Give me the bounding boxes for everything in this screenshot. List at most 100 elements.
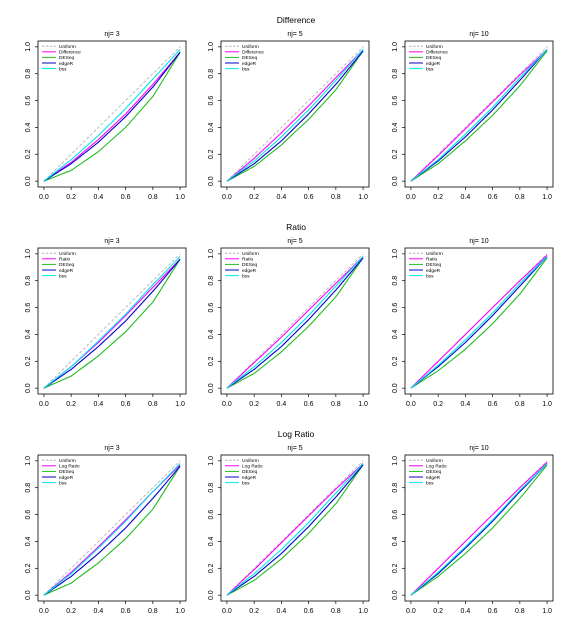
y-tick-label: 1.0 [392,249,399,259]
y-tick-label: 0.2 [208,563,215,573]
legend-label-ratio: Ratio [242,257,254,263]
legend-label-deseq: DESeq [426,262,442,268]
x-tick-label: 0.0 [222,608,232,615]
y-tick-label: 0.4 [208,536,215,546]
series-line-deseq [410,50,548,182]
y-tick-label: 0.6 [25,96,32,106]
series-line-uniform [43,253,181,389]
legend-label-uniform: Uniform [59,44,76,50]
panel-log-ratio-nj-10: nj= 10 0.0 0.2 0.4 0.6 0.8 1.0 0.0 0.2 0.4 0.6 0.8 1… [392,445,554,615]
x-tick-label: 0.6 [304,194,314,201]
series-line-edger [410,49,548,182]
legend-label-bss: bss [426,480,434,486]
x-tick-label: 0.8 [331,194,341,201]
legend-label-bss: bss [242,273,250,279]
x-tick-label: 0.6 [304,608,314,615]
legend-label-uniform: Uniform [59,458,76,464]
y-tick-label: 0.6 [392,510,399,520]
y-tick-label: 0.6 [208,96,215,106]
y-tick-label: 0.6 [392,303,399,313]
series-line-deseq [410,464,548,596]
legend-label-deseq: DESeq [59,262,75,268]
legend-label-uniform: Uniform [426,458,443,464]
y-tick-label: 0.2 [392,356,399,366]
y-tick-label: 0.8 [392,69,399,79]
legend-label-difference: Difference [59,50,81,56]
y-tick-label: 1.0 [25,249,32,259]
series-line-uniform [43,460,181,596]
y-tick-label: 0.2 [25,356,32,366]
legend-label-deseq: DESeq [59,469,75,475]
x-tick-label: 0.4 [277,608,287,615]
series-line-bss [226,49,364,182]
x-tick-label: 0.0 [39,194,49,201]
plot-frame [220,247,370,395]
plot-frame [404,247,554,395]
panel-grid: nj= 3 0.0 0.2 0.4 0.6 0.8 1.0 0.0 0.2 0.4 0.6 0.8 1.… [25,31,554,615]
series-line-bss [226,256,364,389]
x-tick-label: 0.4 [461,401,471,408]
series-line-deseq [226,257,364,389]
y-tick-label: 0.8 [25,69,32,79]
x-tick-label: 0.6 [488,194,498,201]
x-tick-label: 0.4 [461,608,471,615]
y-tick-label: 0.0 [392,176,399,186]
legend-label-edger: edgeR [59,268,74,274]
y-tick-label: 0.0 [25,176,32,186]
legend-label-edger: edgeR [426,268,441,274]
panel-title: nj= 10 [469,31,488,38]
panel-title: nj= 3 [104,445,119,452]
panel-title: nj= 5 [287,238,302,245]
series-line-edger [226,464,364,596]
y-tick-label: 1.0 [208,42,215,52]
plot-frame [37,247,187,395]
legend-label-difference: Difference [242,50,264,56]
x-tick-label: 0.0 [222,401,232,408]
legend-label-uniform: Uniform [426,251,443,257]
x-tick-label: 0.2 [433,401,443,408]
x-tick-label: 0.6 [121,401,131,408]
y-tick-label: 1.0 [208,456,215,466]
series-line-uniform [226,253,364,389]
x-tick-label: 0.0 [39,401,49,408]
y-tick-label: 0.6 [208,303,215,313]
series-line-bss [43,256,181,389]
legend-label-bss: bss [426,273,434,279]
y-tick-label: 0.6 [25,303,32,313]
row-title-ratio: Ratio [286,222,306,232]
panel-log-ratio-nj-3: nj= 3 0.0 0.2 0.4 0.6 0.8 1.0 0.0 0.2 0.4 0.6 0.8 1.… [25,445,187,615]
series-line-ratio [226,256,364,389]
series-line-bss [410,49,548,182]
x-tick-label: 1.0 [542,401,552,408]
x-tick-label: 0.4 [94,401,104,408]
legend-label-bss: bss [426,66,434,72]
y-tick-label: 0.4 [25,122,32,132]
series-line-difference [43,51,181,182]
x-tick-label: 0.2 [249,608,259,615]
plot-frame [404,454,554,602]
series-line-bss [43,463,181,596]
legend-label-log-ratio: Log Ratio [242,464,263,470]
x-tick-label: 0.2 [433,194,443,201]
x-tick-label: 1.0 [358,401,368,408]
panel-title: nj= 3 [104,238,119,245]
y-tick-label: 0.0 [25,590,32,600]
y-tick-label: 0.0 [208,590,215,600]
series-line-difference [410,49,548,182]
panel-title: nj= 3 [104,31,119,38]
panel-difference-nj-3: nj= 3 0.0 0.2 0.4 0.6 0.8 1.0 0.0 0.2 0.4 0.6 0.8 1.… [25,31,187,201]
x-tick-label: 0.2 [66,401,76,408]
x-tick-label: 0.0 [222,194,232,201]
legend-label-edger: edgeR [59,475,74,481]
y-tick-label: 0.8 [208,276,215,286]
y-tick-label: 0.8 [25,483,32,493]
y-tick-label: 1.0 [392,456,399,466]
y-tick-label: 1.0 [392,42,399,52]
legend-label-deseq: DESeq [242,469,258,475]
series-line-edger [410,256,548,389]
